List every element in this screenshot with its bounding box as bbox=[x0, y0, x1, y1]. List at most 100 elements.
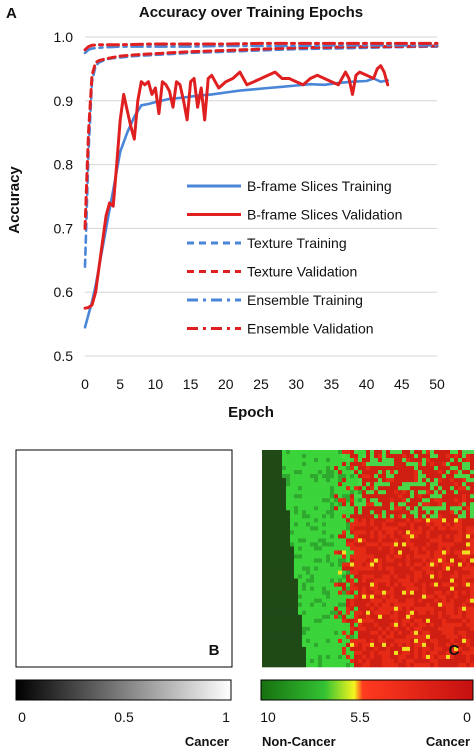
colorbar-b-tick-1: 0.5 bbox=[114, 709, 134, 725]
panel-c-cell-1605 bbox=[322, 570, 327, 575]
panel-c-cell-752 bbox=[302, 506, 307, 511]
panel-c-cell-1403 bbox=[362, 554, 367, 559]
panel-c-cell-2427 bbox=[430, 630, 435, 636]
panel-c-cell-619 bbox=[406, 494, 411, 499]
panel-c-cell-2828 bbox=[338, 662, 343, 668]
panel-c-cell-2282 bbox=[274, 622, 279, 628]
panel-c-cell-1951 bbox=[434, 594, 439, 599]
panel-c-cell-1925 bbox=[330, 594, 335, 599]
panel-c-cell-1029 bbox=[350, 526, 355, 531]
panel-c-cell-1147 bbox=[398, 534, 403, 539]
panel-c-cell-2348 bbox=[326, 626, 331, 632]
panel-c-cell-456 bbox=[390, 482, 395, 487]
panel-c-cell-1870 bbox=[322, 590, 327, 595]
panel-c-cell-2818 bbox=[298, 662, 303, 668]
panel-c-cell-2071 bbox=[278, 606, 283, 612]
panel-c-cell-1260 bbox=[426, 542, 431, 547]
panel-c-cell-2331 bbox=[470, 622, 474, 628]
panel-c-cell-359 bbox=[426, 474, 431, 479]
panel-c-cell-1685 bbox=[430, 574, 435, 579]
panel-c-cell-279 bbox=[318, 470, 323, 475]
panel-c-cell-428 bbox=[278, 482, 283, 487]
panel-c-cell-2429 bbox=[438, 630, 443, 636]
panel-c-cell-204 bbox=[442, 462, 447, 467]
panel-c-cell-2360 bbox=[374, 626, 379, 632]
panel-c-cell-1244 bbox=[362, 542, 367, 547]
panel-c-cell-2638 bbox=[426, 646, 431, 652]
panel-c-cell-1109 bbox=[458, 530, 463, 535]
panel-c-cell-2454 bbox=[326, 634, 331, 640]
panel-c-cell-1321 bbox=[458, 546, 463, 551]
panel-c-cell-713 bbox=[358, 502, 363, 507]
panel-c-cell-1203 bbox=[410, 538, 415, 543]
panel-c-cell-2211 bbox=[414, 614, 419, 620]
panel-c-cell-2457 bbox=[338, 634, 343, 640]
panel-c-cell-826 bbox=[386, 510, 391, 515]
panel-c-cell-385 bbox=[318, 478, 323, 483]
panel-c-cell-1475 bbox=[438, 558, 443, 563]
panel-c-cell-1686 bbox=[434, 574, 439, 579]
x-tick-9: 45 bbox=[394, 376, 410, 392]
panel-c-cell-1878 bbox=[354, 590, 359, 595]
panel-c-cell-771 bbox=[378, 506, 383, 511]
panel-c-cell-318 bbox=[262, 474, 267, 479]
panel-c-cell-2013 bbox=[470, 598, 474, 604]
panel-c-cell-262 bbox=[462, 466, 467, 471]
panel-c-cell-1972 bbox=[306, 598, 311, 604]
panel-c-cell-1439 bbox=[294, 558, 299, 563]
panel-c-cell-2724 bbox=[346, 654, 351, 660]
panel-c-cell-963 bbox=[298, 522, 303, 527]
panel-c-cell-830 bbox=[402, 510, 407, 515]
panel-c-cell-692 bbox=[274, 502, 279, 507]
panel-c-cell-1365 bbox=[422, 550, 427, 555]
panel-c-cell-2078 bbox=[306, 606, 311, 612]
panel-c-cell-1766 bbox=[330, 582, 335, 587]
panel-c-cell-1889 bbox=[398, 590, 403, 595]
panel-c-cell-1829 bbox=[370, 586, 375, 591]
panel-c-cell-640 bbox=[278, 498, 283, 503]
panel-c-cell-246 bbox=[398, 466, 403, 471]
panel-c-cell-2008 bbox=[450, 598, 455, 604]
panel-c-cell-2804 bbox=[454, 658, 459, 664]
panel-c-cell-118 bbox=[310, 458, 315, 463]
panel-c-cell-1557 bbox=[342, 566, 347, 571]
panel-c-cell-2326 bbox=[450, 622, 455, 628]
panel-c-cell-1839 bbox=[410, 586, 415, 591]
panel-c-cell-875 bbox=[370, 514, 375, 519]
panel-c-cell-1288 bbox=[326, 546, 331, 551]
panel-c-cell-367 bbox=[458, 474, 463, 479]
panel-c-cell-1716 bbox=[342, 578, 347, 583]
panel-c-cell-2550 bbox=[286, 642, 291, 648]
panel-c-cell-2205 bbox=[390, 614, 395, 620]
panel-c-cell-806 bbox=[306, 510, 311, 515]
panel-c-cell-933 bbox=[390, 518, 395, 523]
panel-c-cell-1504 bbox=[342, 562, 347, 567]
panel-c-cell-433 bbox=[298, 482, 303, 487]
panel-c-cell-953 bbox=[470, 518, 474, 523]
panel-c-cell-1227 bbox=[294, 542, 299, 547]
panel-c-cell-320 bbox=[270, 474, 275, 479]
panel-c-cell-1383 bbox=[282, 554, 287, 559]
panel-c-cell-235 bbox=[354, 466, 359, 471]
panel-c-cell-180 bbox=[346, 462, 351, 467]
panel-c-cell-1935 bbox=[370, 594, 375, 599]
panel-c-cell-1579 bbox=[430, 566, 435, 571]
panel-c-cell-2814 bbox=[282, 662, 287, 668]
panel-c-cell-973 bbox=[338, 522, 343, 527]
panel-c-cell-72 bbox=[338, 454, 343, 459]
panel-c-cell-984 bbox=[382, 522, 387, 527]
panel-c-cell-2581 bbox=[410, 642, 415, 648]
panel-c-cell-76 bbox=[354, 454, 359, 459]
panel-c-cell-2214 bbox=[426, 614, 431, 620]
x-tick-6: 30 bbox=[288, 376, 304, 392]
panel-c-cell-195 bbox=[406, 462, 411, 467]
panel-c-cell-1654 bbox=[306, 574, 311, 579]
panel-c-cell-1424 bbox=[446, 554, 451, 559]
panel-c-cell-578 bbox=[454, 490, 459, 495]
panel-c-cell-227 bbox=[322, 466, 327, 471]
panel-c-cell-2761 bbox=[282, 658, 287, 664]
panel-c-cell-1442 bbox=[306, 558, 311, 563]
panel-c-cell-2310 bbox=[386, 622, 391, 628]
panel-c-cell-2614 bbox=[330, 646, 335, 652]
panel-c-cell-1473 bbox=[430, 558, 435, 563]
